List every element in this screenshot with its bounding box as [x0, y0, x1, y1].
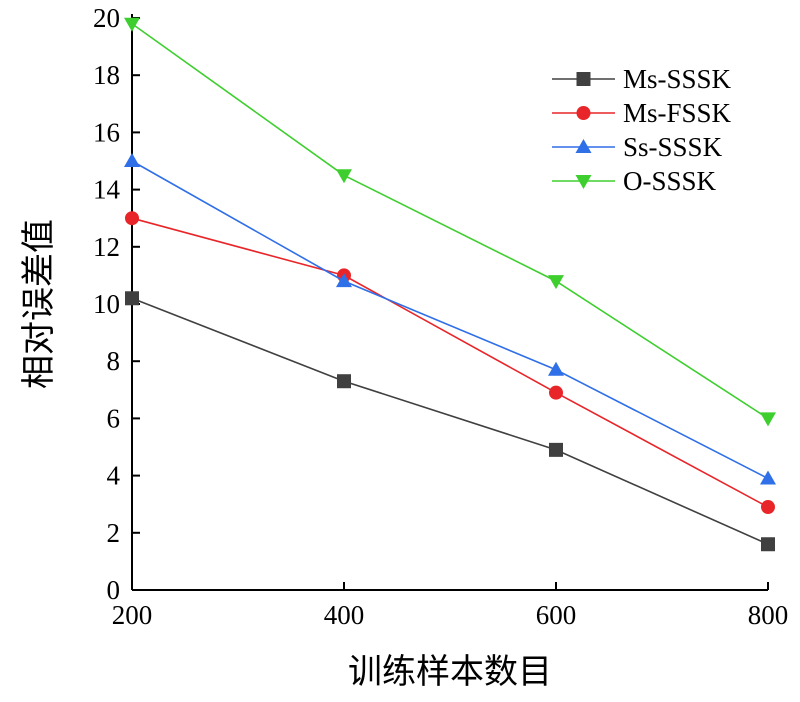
y-tick-label: 6 — [107, 403, 121, 433]
series-ms-fssk — [125, 211, 775, 515]
data-point — [761, 500, 775, 515]
series-line — [131, 297, 769, 545]
data-point — [760, 470, 776, 485]
legend-label: O-SSSK — [623, 166, 717, 196]
legend-label: Ss-SSSK — [623, 132, 723, 162]
legend-marker — [576, 72, 591, 86]
legend-marker — [575, 175, 592, 189]
y-tick-label: 16 — [93, 117, 120, 147]
y-tick-label: 4 — [107, 461, 121, 491]
series-line — [131, 217, 769, 508]
series-line — [131, 160, 769, 480]
x-tick-label: 200 — [112, 600, 153, 630]
y-tick-label: 10 — [93, 289, 120, 319]
legend-item: Ss-SSSK — [552, 132, 723, 162]
data-point — [761, 537, 775, 552]
data-point — [336, 273, 352, 288]
y-tick-label: 0 — [107, 575, 121, 605]
legend-marker — [576, 106, 591, 120]
data-point — [549, 442, 563, 457]
y-tick-label: 20 — [93, 3, 120, 33]
y-tick-label: 14 — [93, 175, 121, 205]
data-point — [125, 211, 139, 226]
y-axis-title: 相对误差值 — [19, 219, 59, 389]
y-tick-label: 2 — [107, 518, 121, 548]
legend-item: Ms-SSSK — [552, 64, 732, 94]
data-point — [548, 361, 564, 376]
data-point — [125, 291, 139, 306]
data-point — [336, 169, 352, 184]
series-o-sssk — [124, 17, 776, 427]
data-point — [124, 17, 140, 32]
data-point — [124, 153, 140, 167]
legend-label: Ms-FSSK — [623, 98, 732, 128]
y-tick-label: 12 — [93, 232, 120, 262]
series-ss-sssk — [124, 153, 776, 485]
y-tick-label: 18 — [93, 60, 120, 90]
data-point — [548, 275, 564, 290]
x-tick-label: 400 — [324, 600, 365, 630]
series-line — [131, 23, 769, 420]
x-tick-label: 600 — [536, 600, 577, 630]
data-point — [549, 385, 563, 400]
x-axis-title: 训练样本数目 — [348, 652, 552, 692]
legend-label: Ms-SSSK — [623, 64, 732, 94]
legend: Ms-SSSK Ms-FSSK Ss-SSSK O-SSSK — [552, 64, 732, 196]
legend-item: O-SSSK — [552, 166, 717, 196]
data-point — [760, 412, 776, 427]
axes: 0 2 4 6 8 10 12 14 16 18 20 200 400 600 800 — [93, 3, 788, 630]
data-point — [337, 374, 351, 389]
series-ms-sssk — [125, 291, 775, 552]
series-layer — [124, 17, 776, 552]
y-tick-label: 8 — [107, 346, 121, 376]
legend-marker — [575, 139, 592, 153]
legend-item: Ms-FSSK — [552, 98, 732, 128]
x-tick-label: 800 — [748, 600, 789, 630]
